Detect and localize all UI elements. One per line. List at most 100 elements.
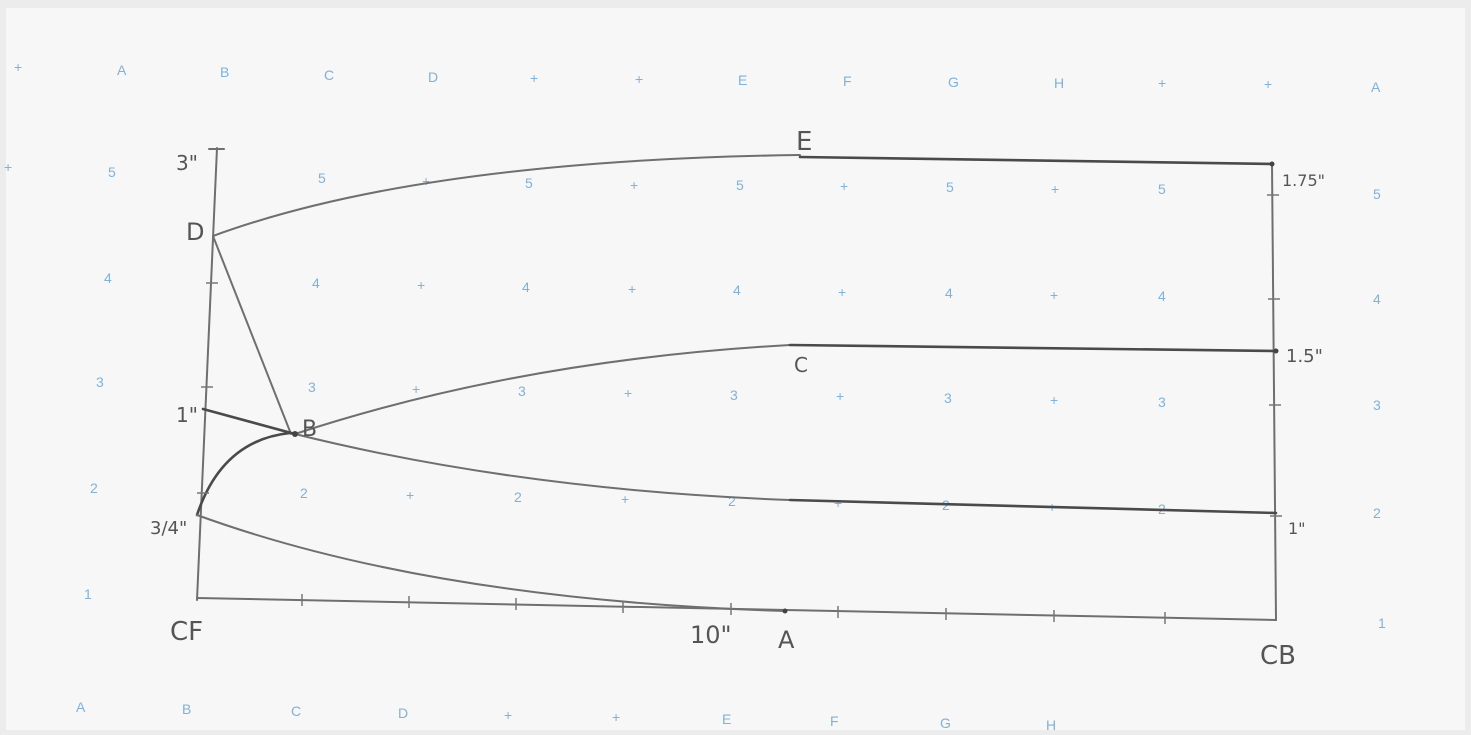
grid-col-label: + bbox=[1158, 75, 1166, 91]
svg-text:3: 3 bbox=[730, 387, 738, 403]
svg-text:5: 5 bbox=[318, 170, 326, 186]
grid-interior-row-5: 5 +5 +5 + 5 +5 bbox=[318, 170, 1166, 197]
grid-col-label: E bbox=[722, 711, 731, 727]
svg-text:5: 5 bbox=[736, 177, 744, 193]
svg-text:+: + bbox=[417, 277, 425, 293]
label-point-e: E bbox=[796, 127, 812, 157]
svg-text:4: 4 bbox=[945, 285, 953, 301]
point-a-marker bbox=[782, 608, 788, 614]
svg-text:3: 3 bbox=[308, 379, 316, 395]
label-point-a: A bbox=[778, 626, 795, 654]
pencil-construction bbox=[195, 147, 1282, 624]
label-point-d: D bbox=[186, 218, 204, 246]
grid-row-label: 2 bbox=[1373, 505, 1381, 521]
grid-col-label: A bbox=[117, 62, 127, 78]
grid-col-label: + bbox=[14, 59, 22, 75]
svg-text:4: 4 bbox=[522, 279, 530, 295]
grid-row-label: 4 bbox=[104, 270, 112, 286]
grid-col-label: B bbox=[182, 701, 191, 717]
grid-col-label: + bbox=[612, 709, 620, 725]
svg-text:+: + bbox=[412, 381, 420, 397]
grid-col-label: H bbox=[1046, 717, 1056, 733]
grid-col-label: + bbox=[1264, 76, 1272, 92]
label-point-b: B bbox=[302, 417, 317, 442]
cf-ticks bbox=[197, 282, 218, 494]
paper-sheet bbox=[6, 8, 1465, 730]
svg-text:3: 3 bbox=[1158, 394, 1166, 410]
grid-col-label: A bbox=[1371, 79, 1381, 95]
svg-text:4: 4 bbox=[733, 282, 741, 298]
grid-col-label: C bbox=[324, 67, 334, 83]
svg-text:+: + bbox=[1050, 287, 1058, 303]
svg-text:+: + bbox=[838, 284, 846, 300]
svg-text:3: 3 bbox=[518, 383, 526, 399]
grid-col-label: F bbox=[843, 73, 852, 89]
grid-col-label: D bbox=[398, 705, 408, 721]
label-point-c: C bbox=[794, 353, 808, 377]
svg-text:+: + bbox=[628, 281, 636, 297]
label-3in: 3" bbox=[176, 151, 198, 175]
curve-3-4-b bbox=[195, 431, 292, 517]
grid-col-label: H bbox=[1054, 75, 1064, 91]
grid-col-label: G bbox=[940, 715, 951, 731]
grid-top-letters: + A B C D + + E F G H + + A bbox=[14, 59, 1381, 95]
svg-text:5: 5 bbox=[946, 179, 954, 195]
svg-text:+: + bbox=[840, 178, 848, 194]
point-b-marker bbox=[292, 431, 298, 437]
curve-d-e bbox=[212, 154, 801, 237]
grid-row-label: 2 bbox=[90, 480, 98, 496]
svg-text:+: + bbox=[630, 177, 638, 193]
grid-col-label: B bbox=[220, 64, 229, 80]
cb-ticks bbox=[1267, 194, 1282, 517]
grid-col-label: E bbox=[738, 72, 747, 88]
grid-row-label: 1 bbox=[84, 586, 92, 602]
grid-col-label: + bbox=[530, 70, 538, 86]
grid-row-label: 4 bbox=[1373, 291, 1381, 307]
svg-text:+: + bbox=[406, 487, 414, 503]
svg-text:+: + bbox=[422, 173, 430, 189]
grid-row-label: 1 bbox=[1378, 615, 1386, 631]
label-1-5in: 1.5" bbox=[1286, 346, 1323, 367]
center-back-line bbox=[1271, 163, 1277, 621]
grid-interior-row-4: 4 +4 +4 + 4 +4 bbox=[312, 275, 1166, 304]
svg-text:+: + bbox=[834, 495, 842, 511]
grid-col-label: G bbox=[948, 74, 959, 90]
label-1in-right: 1" bbox=[1288, 519, 1306, 538]
grid-col-label: + bbox=[504, 707, 512, 723]
grid-row-label: 5 bbox=[108, 164, 116, 180]
line-e-cb bbox=[798, 155, 1274, 166]
svg-text:4: 4 bbox=[312, 275, 320, 291]
line-low-cb bbox=[788, 498, 1278, 515]
svg-text:2: 2 bbox=[728, 493, 736, 509]
grid-row-label: 5 bbox=[1373, 186, 1381, 202]
line-1in-b bbox=[201, 407, 297, 436]
svg-text:3: 3 bbox=[944, 390, 952, 406]
baseline-ticks bbox=[301, 594, 1166, 624]
svg-text:5: 5 bbox=[525, 175, 533, 191]
label-cf: CF bbox=[170, 617, 203, 647]
label-1-75in: 1.75" bbox=[1282, 171, 1325, 190]
label-1in-left: 1" bbox=[176, 403, 198, 427]
svg-text:2: 2 bbox=[300, 485, 308, 501]
svg-text:+: + bbox=[624, 385, 632, 401]
grid-left-rows: + 5 4 3 2 1 bbox=[4, 159, 116, 602]
line-c-cb bbox=[788, 343, 1278, 353]
svg-text:+: + bbox=[1051, 181, 1059, 197]
center-front-line bbox=[196, 147, 218, 601]
label-cb: CB bbox=[1260, 641, 1296, 671]
svg-text:4: 4 bbox=[1158, 288, 1166, 304]
line-d-b bbox=[212, 235, 292, 435]
grid-col-label: D bbox=[428, 69, 438, 85]
grid-row-label: 3 bbox=[96, 374, 104, 390]
svg-text:+: + bbox=[621, 491, 629, 507]
svg-text:+: + bbox=[1050, 392, 1058, 408]
grid-interior-row-3: 3 +3 +3 + 3 +3 bbox=[308, 379, 1166, 410]
curve-b-c bbox=[294, 344, 791, 435]
grid-row-label: 3 bbox=[1373, 397, 1381, 413]
grid-row-mark: + bbox=[4, 159, 12, 175]
svg-text:5: 5 bbox=[1158, 181, 1166, 197]
grid-col-label: + bbox=[635, 71, 643, 87]
grid-bottom-letters: A B C D + + E F G H bbox=[76, 699, 1056, 733]
